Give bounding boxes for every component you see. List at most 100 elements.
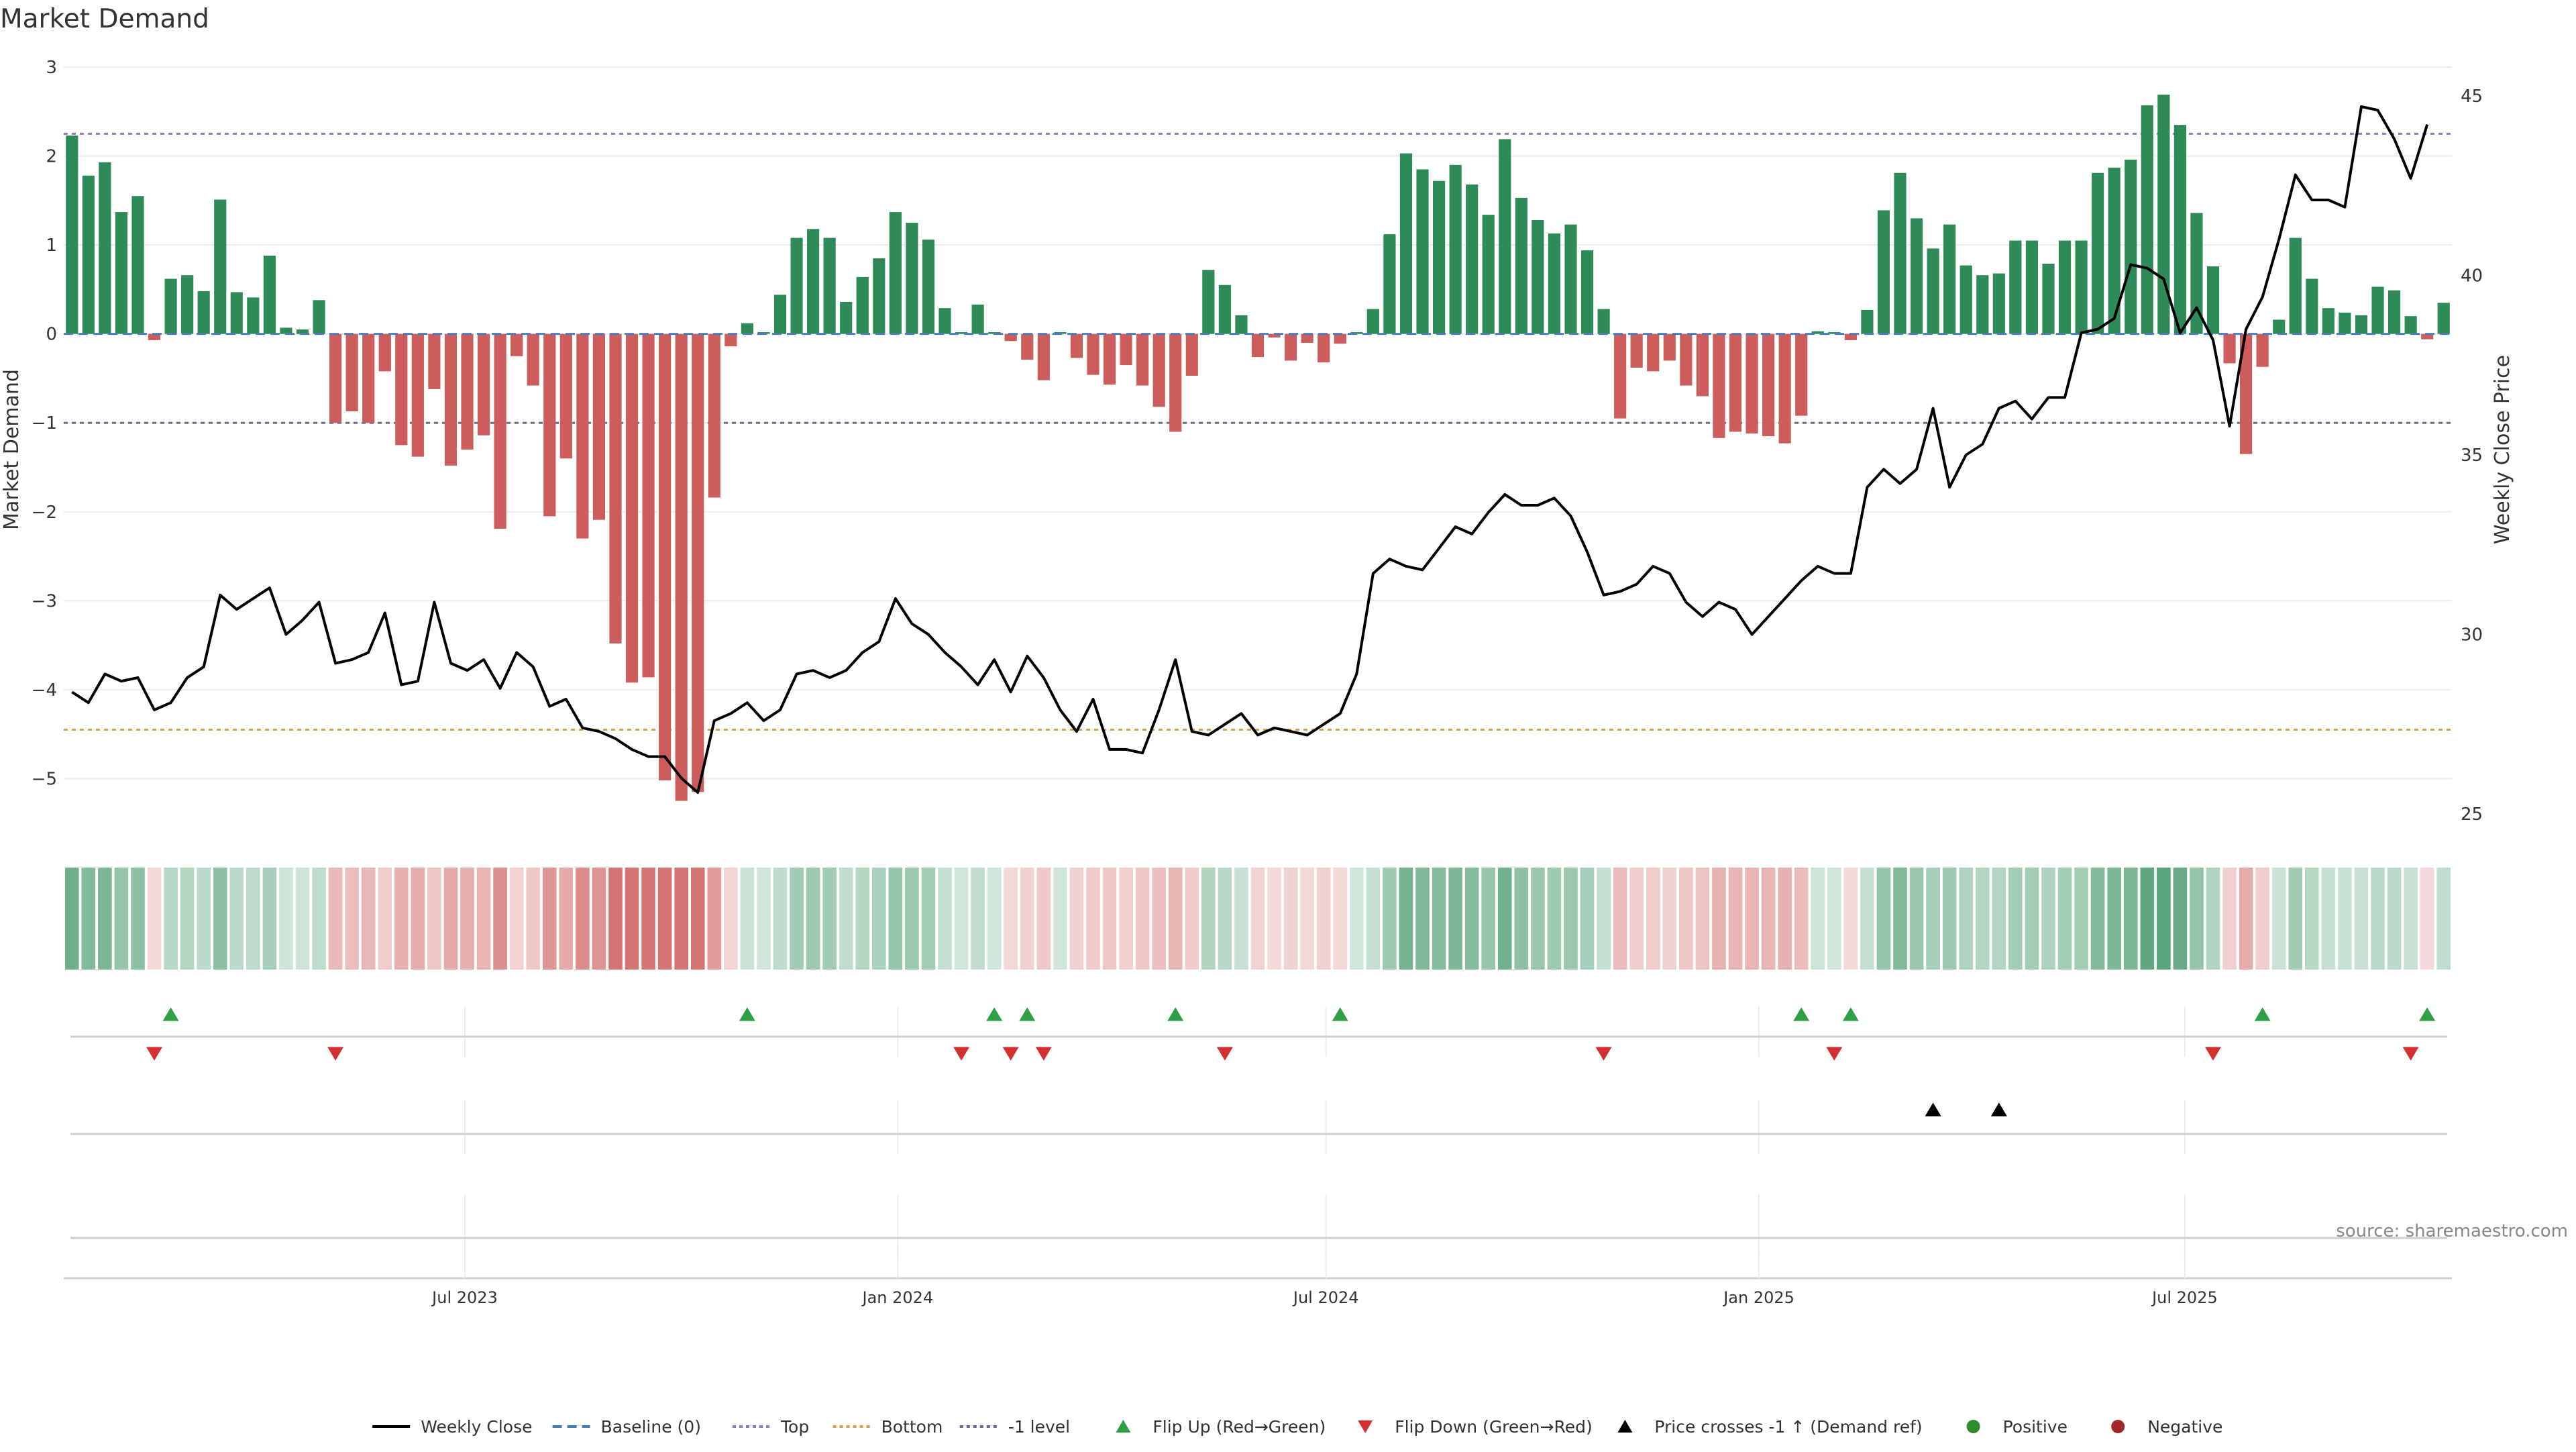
heat-cell (114, 868, 129, 970)
demand-bar (395, 333, 408, 446)
heat-cell (674, 868, 689, 970)
demand-bar (1647, 333, 1660, 372)
heat-cell (1020, 868, 1034, 970)
y2-tick-label: 35 (2461, 446, 2483, 466)
demand-bar (1004, 333, 1017, 342)
flip-down-marker (1826, 1047, 1843, 1061)
heat-cell (1564, 868, 1578, 970)
heat-cell (1036, 868, 1051, 970)
heat-cell (1316, 868, 1331, 970)
demand-bar (609, 333, 622, 643)
legend-label: -1 level (1008, 1417, 1070, 1437)
demand-bar (1927, 248, 1939, 334)
y-tick-label: 3 (46, 58, 57, 78)
heat-cell (2206, 868, 2220, 970)
demand-bar (82, 175, 95, 334)
demand-bar (511, 333, 523, 356)
demand-bar (1992, 273, 2005, 334)
heat-cell (1135, 868, 1150, 970)
heat-cell (559, 868, 574, 970)
demand-bar (922, 240, 935, 334)
flip-up-marker (2419, 1007, 2436, 1021)
heat-cell (2338, 868, 2352, 970)
heat-cell (2321, 868, 2336, 970)
demand-bar (1844, 333, 1857, 340)
heat-cell (81, 868, 96, 970)
demand-bar (1120, 333, 1132, 366)
heat-cell (2371, 868, 2385, 970)
demand-bar (856, 276, 869, 334)
demand-bar (1251, 333, 1265, 358)
y-tick-label: −3 (32, 591, 57, 611)
heat-cell (2123, 868, 2138, 970)
heat-cell (1250, 868, 1265, 970)
demand-bar (1318, 333, 1330, 363)
heat-cell (147, 868, 162, 970)
heat-cell (2090, 868, 2105, 970)
demand-bar (527, 333, 539, 386)
demand-bar (197, 291, 210, 334)
demand-bar (1861, 309, 1874, 334)
heat-cell (345, 868, 359, 970)
heat-cell (1597, 868, 1611, 970)
demand-bar (1795, 333, 1808, 416)
heat-cell (443, 868, 458, 970)
heat-cell (888, 868, 903, 970)
y2-tick-label: 45 (2461, 87, 2483, 107)
demand-bar (1152, 333, 1165, 407)
heat-cell (2387, 868, 2402, 970)
y-tick-label: −4 (32, 680, 57, 701)
legend-label: Top (780, 1417, 809, 1437)
demand-bar (2355, 315, 2368, 334)
demand-bar (2289, 238, 2302, 334)
flip-up-marker (1019, 1007, 1036, 1021)
heat-cell (1168, 868, 1183, 970)
heat-cell (2008, 868, 2023, 970)
demand-bar (1416, 169, 1429, 334)
heat-cell (1102, 868, 1117, 970)
demand-bar (906, 222, 918, 334)
heat-cell (2057, 868, 2072, 970)
x-tick-label: Jan 2025 (1722, 1288, 1794, 1307)
heat-cell (2271, 868, 2286, 970)
demand-bar (2306, 278, 2318, 334)
heat-cell (855, 868, 870, 970)
demand-bar (1811, 331, 1824, 334)
heat-cell (938, 868, 952, 970)
y-tick-label: −5 (32, 769, 57, 789)
demand-bar (2157, 95, 2170, 334)
demand-bar (2042, 263, 2055, 334)
demand-bar (625, 333, 639, 683)
heat-cell (164, 868, 178, 970)
heat-cell (839, 868, 853, 970)
heat-cell (2190, 868, 2204, 970)
heat-cell (1201, 868, 1216, 970)
legend-swatch (1966, 1420, 1980, 1433)
heat-cell (2304, 868, 2319, 970)
y-tick-label: −2 (32, 503, 57, 523)
demand-bar (378, 333, 391, 372)
y-tick-label: −1 (32, 413, 57, 433)
demand-bar (2075, 240, 2088, 334)
demand-bar (2206, 266, 2220, 334)
demand-bar (1021, 333, 1034, 360)
heat-cell (1349, 868, 1364, 970)
flip-up-marker (2254, 1007, 2271, 1021)
heat-cell (1448, 868, 1462, 970)
heat-cell (1481, 868, 1496, 970)
heat-cell (1843, 868, 1858, 970)
heat-cell (2173, 868, 2188, 970)
heat-cell (2288, 868, 2303, 970)
heat-cell (98, 868, 112, 970)
demand-bar (1548, 233, 1561, 334)
demand-bar (1202, 270, 1215, 334)
demand-bar (1235, 315, 1248, 334)
heat-cell (806, 868, 820, 970)
legend-label: Price crosses -1 ↑ (Demand ref) (1654, 1417, 1922, 1437)
demand-bar (1614, 333, 1627, 419)
demand-bar (1268, 333, 1281, 338)
heat-cell (1547, 868, 1562, 970)
heat-cell (1860, 868, 1874, 970)
heat-cell (1942, 868, 1957, 970)
